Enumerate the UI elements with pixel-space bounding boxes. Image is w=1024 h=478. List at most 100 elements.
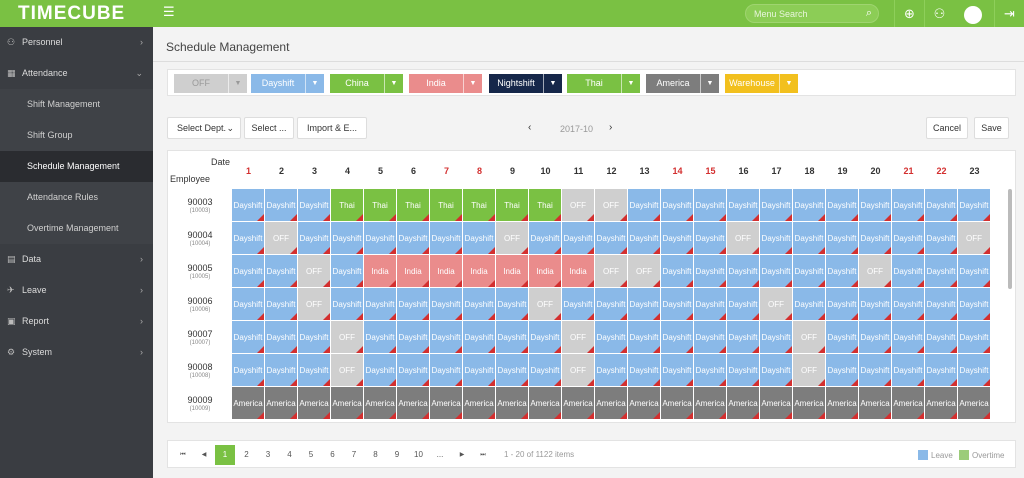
prev-month-icon[interactable]: ‹ <box>528 122 532 133</box>
schedule-cell[interactable]: Dayshift <box>331 288 364 321</box>
schedule-cell[interactable]: Dayshift <box>793 288 826 321</box>
search-icon[interactable]: ⌕ <box>865 7 872 19</box>
sidebar-subitem-schedule-management[interactable]: Schedule Management <box>0 151 153 182</box>
schedule-cell[interactable]: Dayshift <box>529 222 562 255</box>
globe-icon[interactable]: ⊕ <box>894 0 924 27</box>
schedule-cell[interactable]: Dayshift <box>925 189 958 222</box>
schedule-cell[interactable]: Dayshift <box>760 189 793 222</box>
schedule-cell[interactable]: OFF <box>793 354 826 387</box>
schedule-cell[interactable]: Dayshift <box>859 354 892 387</box>
schedule-cell[interactable]: Dayshift <box>958 189 991 222</box>
sidebar-item-leave[interactable]: ✈ Leave › <box>0 275 153 306</box>
schedule-cell[interactable]: Dayshift <box>859 321 892 354</box>
schedule-cell[interactable]: India <box>529 255 562 288</box>
schedule-cell[interactable]: Dayshift <box>265 288 298 321</box>
caret-down-icon[interactable]: ▼ <box>700 74 719 93</box>
page-button[interactable]: 3 <box>265 450 271 459</box>
schedule-cell[interactable]: OFF <box>298 288 331 321</box>
schedule-cell[interactable]: India <box>496 255 529 288</box>
schedule-cell[interactable]: Dayshift <box>826 354 859 387</box>
schedule-cell[interactable]: America <box>958 387 991 420</box>
shift-chip-china[interactable]: China ▼ <box>330 74 403 93</box>
caret-down-icon[interactable]: ▼ <box>384 74 403 93</box>
page-button[interactable]: 9 <box>394 450 400 459</box>
schedule-cell[interactable]: Dayshift <box>232 189 265 222</box>
sidebar-item-system[interactable]: ⚙ System › <box>0 337 153 368</box>
caret-down-icon[interactable]: ▼ <box>779 74 798 93</box>
schedule-cell[interactable]: Dayshift <box>892 354 925 387</box>
schedule-cell[interactable]: Dayshift <box>760 255 793 288</box>
schedule-cell[interactable]: Dayshift <box>628 189 661 222</box>
schedule-cell[interactable]: Dayshift <box>529 354 562 387</box>
schedule-cell[interactable]: Dayshift <box>265 321 298 354</box>
schedule-cell[interactable]: OFF <box>331 354 364 387</box>
schedule-cell[interactable]: Thai <box>529 189 562 222</box>
schedule-cell[interactable]: America <box>793 387 826 420</box>
next-month-icon[interactable]: › <box>609 122 613 133</box>
schedule-cell[interactable]: Thai <box>430 189 463 222</box>
schedule-cell[interactable]: Dayshift <box>661 255 694 288</box>
schedule-cell[interactable]: America <box>892 387 925 420</box>
schedule-cell[interactable]: Dayshift <box>628 222 661 255</box>
schedule-cell[interactable]: America <box>562 387 595 420</box>
next-page-icon[interactable]: ▶ <box>459 452 465 458</box>
last-page-icon[interactable]: ⏭ <box>480 452 486 458</box>
schedule-cell[interactable]: Thai <box>496 189 529 222</box>
user-settings-icon[interactable]: ⚇ <box>924 0 954 27</box>
schedule-cell[interactable]: Dayshift <box>397 288 430 321</box>
schedule-cell[interactable]: Dayshift <box>595 354 628 387</box>
caret-down-icon[interactable]: ▼ <box>621 74 640 93</box>
shift-chip-thai[interactable]: Thai ▼ <box>567 74 640 93</box>
sidebar-item-report[interactable]: ▣ Report › <box>0 306 153 337</box>
schedule-cell[interactable]: Dayshift <box>826 288 859 321</box>
schedule-cell[interactable]: Dayshift <box>925 222 958 255</box>
schedule-cell[interactable]: Dayshift <box>661 288 694 321</box>
schedule-cell[interactable]: America <box>595 387 628 420</box>
schedule-cell[interactable]: Dayshift <box>331 222 364 255</box>
schedule-cell[interactable]: Dayshift <box>727 255 760 288</box>
schedule-cell[interactable]: Dayshift <box>793 189 826 222</box>
schedule-cell[interactable]: Dayshift <box>727 321 760 354</box>
schedule-cell[interactable]: Thai <box>331 189 364 222</box>
schedule-cell[interactable]: America <box>727 387 760 420</box>
page-button[interactable]: ... <box>436 450 444 459</box>
schedule-cell[interactable]: Dayshift <box>364 321 397 354</box>
schedule-cell[interactable]: Dayshift <box>463 321 496 354</box>
schedule-cell[interactable]: America <box>925 387 958 420</box>
schedule-cell[interactable]: Dayshift <box>925 288 958 321</box>
schedule-cell[interactable]: America <box>331 387 364 420</box>
shift-chip-india[interactable]: India ▼ <box>409 74 482 93</box>
schedule-cell[interactable]: Dayshift <box>892 222 925 255</box>
select-button[interactable]: Select ... <box>244 117 294 139</box>
schedule-cell[interactable]: Dayshift <box>859 222 892 255</box>
schedule-cell[interactable]: America <box>826 387 859 420</box>
schedule-cell[interactable]: Dayshift <box>364 222 397 255</box>
schedule-cell[interactable]: Dayshift <box>595 288 628 321</box>
page-button[interactable]: 8 <box>373 450 378 459</box>
schedule-cell[interactable]: Dayshift <box>265 354 298 387</box>
sidebar-subitem-shift-group[interactable]: Shift Group <box>0 120 153 151</box>
schedule-cell[interactable]: Dayshift <box>463 288 496 321</box>
schedule-cell[interactable]: Dayshift <box>265 189 298 222</box>
prev-page-icon[interactable]: ◀ <box>201 452 207 458</box>
page-button[interactable]: 1 <box>215 445 235 465</box>
schedule-cell[interactable]: Dayshift <box>232 354 265 387</box>
schedule-cell[interactable]: Dayshift <box>727 288 760 321</box>
page-button[interactable]: 5 <box>308 450 314 459</box>
vertical-scrollbar[interactable] <box>1008 189 1012 289</box>
schedule-cell[interactable]: Dayshift <box>760 222 793 255</box>
schedule-cell[interactable]: OFF <box>265 222 298 255</box>
logout-icon[interactable]: ⇥ <box>994 0 1024 27</box>
schedule-cell[interactable]: Thai <box>463 189 496 222</box>
sidebar-item-attendance[interactable]: ▦ Attendance ⌄ <box>0 58 153 89</box>
schedule-cell[interactable]: America <box>760 387 793 420</box>
schedule-cell[interactable]: Dayshift <box>397 321 430 354</box>
schedule-cell[interactable]: OFF <box>793 321 826 354</box>
schedule-cell[interactable]: America <box>859 387 892 420</box>
schedule-cell[interactable]: Dayshift <box>727 189 760 222</box>
schedule-cell[interactable]: Dayshift <box>595 222 628 255</box>
schedule-cell[interactable]: Dayshift <box>925 321 958 354</box>
schedule-cell[interactable]: America <box>463 387 496 420</box>
schedule-cell[interactable]: Dayshift <box>628 288 661 321</box>
schedule-cell[interactable]: Dayshift <box>826 189 859 222</box>
